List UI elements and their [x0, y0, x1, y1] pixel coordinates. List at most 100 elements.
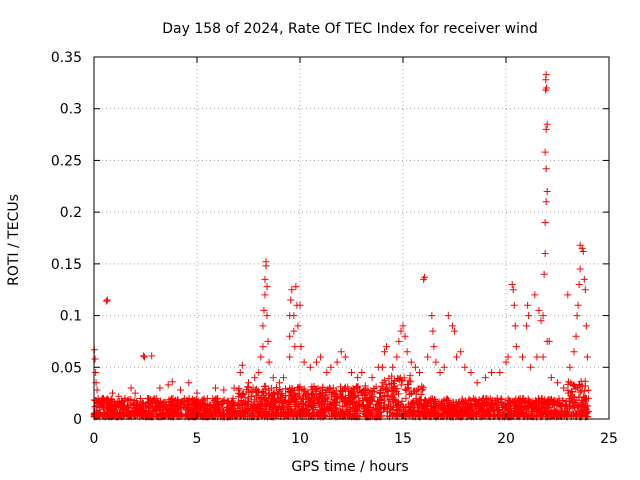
dense-point — [332, 401, 340, 409]
dense-point — [582, 402, 590, 410]
data-point — [358, 368, 366, 376]
dense-point — [363, 403, 371, 411]
dense-point — [224, 398, 232, 406]
dense-point — [365, 409, 373, 417]
dense-point — [402, 386, 410, 394]
data-point — [265, 358, 273, 366]
dense-point — [432, 397, 440, 405]
data-point — [535, 306, 543, 314]
data-point — [220, 386, 228, 394]
data-point — [579, 247, 587, 255]
data-point — [383, 343, 391, 351]
x-tick-label: 5 — [193, 431, 202, 447]
dense-point — [376, 389, 384, 397]
data-point — [411, 363, 419, 371]
dense-point — [250, 404, 258, 412]
data-point — [451, 327, 458, 335]
dense-point — [412, 390, 420, 398]
data-point — [543, 120, 551, 128]
data-point — [121, 394, 129, 402]
y-tick-label: 0 — [73, 412, 82, 428]
data-point — [251, 374, 259, 382]
dense-point — [140, 408, 148, 416]
dense-point — [247, 392, 255, 400]
data-point — [543, 187, 551, 195]
data-point — [127, 384, 135, 392]
dense-point — [458, 403, 466, 411]
dense-point — [208, 411, 216, 419]
dense-point — [360, 408, 368, 416]
dense-point — [229, 406, 237, 414]
dense-point — [249, 384, 257, 392]
data-point — [287, 296, 295, 304]
dense-point — [361, 382, 369, 390]
dense-point — [145, 395, 153, 403]
data-point — [580, 275, 588, 283]
dense-point — [578, 382, 586, 390]
dense-point — [241, 393, 249, 401]
data-point — [312, 358, 320, 366]
dense-point — [440, 396, 448, 404]
data-point — [543, 84, 551, 92]
data-point — [395, 337, 403, 345]
dense-point — [550, 401, 558, 409]
dense-point — [287, 394, 295, 402]
data-point — [566, 363, 574, 371]
dense-point — [504, 395, 512, 403]
dense-point — [471, 396, 479, 404]
data-point — [512, 343, 520, 351]
dense-point — [486, 404, 494, 412]
dense-point — [315, 400, 323, 408]
dense-point — [325, 384, 333, 392]
dense-point — [133, 401, 141, 409]
dense-point — [573, 384, 581, 392]
dense-point — [174, 405, 182, 413]
dense-point — [576, 388, 584, 396]
dense-point — [299, 394, 307, 402]
dense-point — [445, 402, 453, 410]
dense-point — [165, 396, 173, 404]
dense-point — [331, 391, 339, 399]
data-point — [584, 394, 592, 402]
data-point — [230, 384, 238, 392]
dense-point — [386, 405, 394, 413]
y-tick-label: 0.1 — [60, 309, 82, 325]
dense-point — [535, 409, 543, 417]
dense-point — [343, 398, 351, 406]
dense-point — [104, 411, 112, 419]
dense-point — [564, 386, 572, 394]
data-point — [393, 353, 401, 361]
dense-point — [390, 377, 398, 385]
dense-point — [508, 412, 516, 420]
dense-point — [383, 405, 391, 413]
data-point — [139, 352, 147, 360]
dense-point — [266, 403, 274, 411]
data-point — [540, 270, 548, 278]
dense-point — [233, 411, 241, 419]
y-tick-label: 0.2 — [60, 205, 82, 221]
dense-point — [443, 395, 451, 403]
dense-point — [300, 385, 308, 393]
dense-point — [480, 399, 488, 407]
data-point — [292, 283, 300, 291]
dense-point — [395, 375, 403, 383]
dense-point — [303, 390, 311, 398]
dense-point — [402, 409, 410, 417]
dense-point — [281, 408, 289, 416]
data-point — [564, 291, 572, 299]
dense-point — [242, 400, 250, 408]
data-point — [533, 353, 541, 361]
dense-point — [565, 408, 573, 416]
data-point — [539, 312, 547, 320]
dense-point — [125, 410, 133, 418]
dense-point — [543, 407, 551, 415]
dense-point — [431, 395, 439, 403]
data-point — [572, 332, 580, 340]
data-point — [115, 392, 123, 400]
data-point — [527, 363, 535, 371]
y-axis-label: ROTI / TECUs — [6, 194, 22, 286]
data-point — [168, 378, 176, 386]
data-point — [102, 297, 110, 305]
dense-point — [333, 408, 341, 416]
dense-point — [338, 387, 346, 395]
